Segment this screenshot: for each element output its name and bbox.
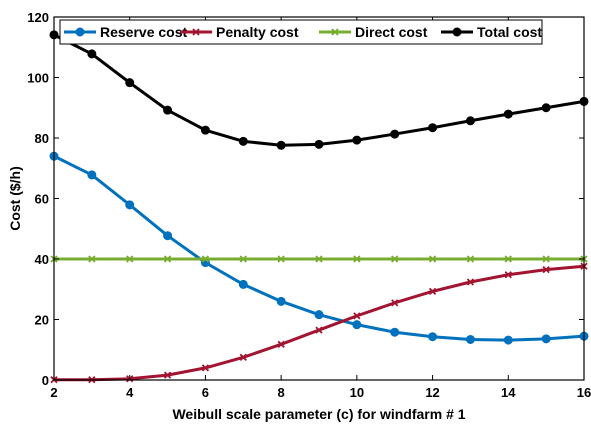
data-point-total-cost xyxy=(87,49,97,59)
x-tick-label: 12 xyxy=(425,385,439,400)
series-direct-cost xyxy=(50,255,588,263)
data-point-total-cost xyxy=(428,123,438,133)
data-point-penalty-cost xyxy=(239,353,247,361)
x-tick-label: 16 xyxy=(577,385,591,400)
data-point-direct-cost xyxy=(126,255,134,263)
data-point-direct-cost xyxy=(542,255,550,263)
x-tick-label: 4 xyxy=(126,385,134,400)
data-point-reserve-cost xyxy=(428,332,438,342)
legend-label: Reserve cost xyxy=(100,24,188,40)
x-tick-label: 2 xyxy=(50,385,57,400)
data-point-direct-cost xyxy=(315,255,323,263)
data-point-total-cost xyxy=(352,135,362,145)
y-tick-label: 100 xyxy=(27,71,49,86)
legend-entry-reserve-cost: Reserve cost xyxy=(64,24,188,40)
legend-marker xyxy=(331,28,339,36)
data-point-reserve-cost xyxy=(314,310,324,320)
data-point-total-cost xyxy=(503,109,513,119)
data-point-total-cost xyxy=(125,78,135,88)
y-tick-label: 60 xyxy=(35,192,49,207)
legend-marker xyxy=(75,27,85,37)
legend: Reserve cost Penalty cost Direct cost Total… xyxy=(59,19,543,45)
data-point-total-cost xyxy=(276,140,286,150)
data-point-penalty-cost xyxy=(353,312,361,320)
data-point-total-cost xyxy=(200,125,210,135)
y-axis-label: Cost ($/h) xyxy=(7,166,23,231)
data-point-total-cost xyxy=(238,136,248,146)
data-point-penalty-cost xyxy=(504,271,512,279)
data-point-total-cost xyxy=(465,116,475,126)
x-tick-label: 8 xyxy=(278,385,285,400)
data-point-direct-cost xyxy=(88,255,96,263)
data-point-direct-cost xyxy=(163,255,172,263)
data-point-total-cost xyxy=(390,129,400,139)
data-point-direct-cost xyxy=(428,255,437,263)
data-point-direct-cost xyxy=(466,255,475,263)
y-tick-label: 120 xyxy=(27,10,49,25)
data-point-reserve-cost xyxy=(125,200,135,210)
data-point-penalty-cost xyxy=(466,278,475,286)
data-point-reserve-cost xyxy=(352,320,362,330)
data-point-direct-cost xyxy=(353,255,361,263)
data-point-penalty-cost xyxy=(201,364,210,372)
x-axis: 2 4 6 8 10 12 14 16 xyxy=(50,17,591,400)
y-tick-label: 0 xyxy=(42,373,49,388)
legend-label: Total cost xyxy=(477,24,542,40)
x-tick-label: 6 xyxy=(202,385,209,400)
legend-marker xyxy=(452,27,462,37)
x-axis-label: Weibull scale parameter (c) for windfarm… xyxy=(172,406,465,422)
data-point-reserve-cost xyxy=(238,279,248,289)
series-total-cost xyxy=(49,30,589,150)
series-layer xyxy=(49,30,589,384)
data-point-penalty-cost xyxy=(391,299,399,307)
data-point-total-cost xyxy=(541,103,551,113)
legend-label: Penalty cost xyxy=(216,24,299,40)
data-point-penalty-cost xyxy=(315,326,323,334)
data-point-reserve-cost xyxy=(276,296,286,306)
data-point-reserve-cost xyxy=(87,170,97,180)
legend-label: Direct cost xyxy=(355,24,428,40)
data-point-reserve-cost xyxy=(541,334,551,344)
data-point-penalty-cost xyxy=(428,287,437,296)
data-point-direct-cost xyxy=(277,255,285,263)
legend-entry-total-cost: Total cost xyxy=(441,24,542,40)
x-tick-label: 10 xyxy=(350,385,364,400)
data-point-total-cost xyxy=(163,105,173,115)
y-tick-label: 40 xyxy=(35,252,49,267)
data-point-reserve-cost xyxy=(390,327,400,337)
legend-entry-direct-cost: Direct cost xyxy=(319,24,428,40)
data-point-direct-cost xyxy=(201,255,210,263)
legend-marker xyxy=(192,28,200,36)
legend-entry-penalty-cost: Penalty cost xyxy=(180,24,299,40)
x-tick-label: 14 xyxy=(501,385,516,400)
y-tick-label: 20 xyxy=(35,313,49,328)
data-point-direct-cost xyxy=(239,255,247,263)
data-point-reserve-cost xyxy=(465,334,475,344)
data-point-penalty-cost xyxy=(277,340,285,348)
data-point-penalty-cost xyxy=(542,265,550,274)
data-point-direct-cost xyxy=(504,255,512,263)
data-point-reserve-cost xyxy=(163,231,173,241)
data-point-total-cost xyxy=(314,139,324,149)
data-point-direct-cost xyxy=(391,255,399,263)
y-tick-label: 80 xyxy=(35,131,49,146)
data-point-reserve-cost xyxy=(503,335,513,345)
data-point-penalty-cost xyxy=(163,371,172,379)
y-axis: 0 20 40 60 80 100 120 xyxy=(27,10,584,388)
